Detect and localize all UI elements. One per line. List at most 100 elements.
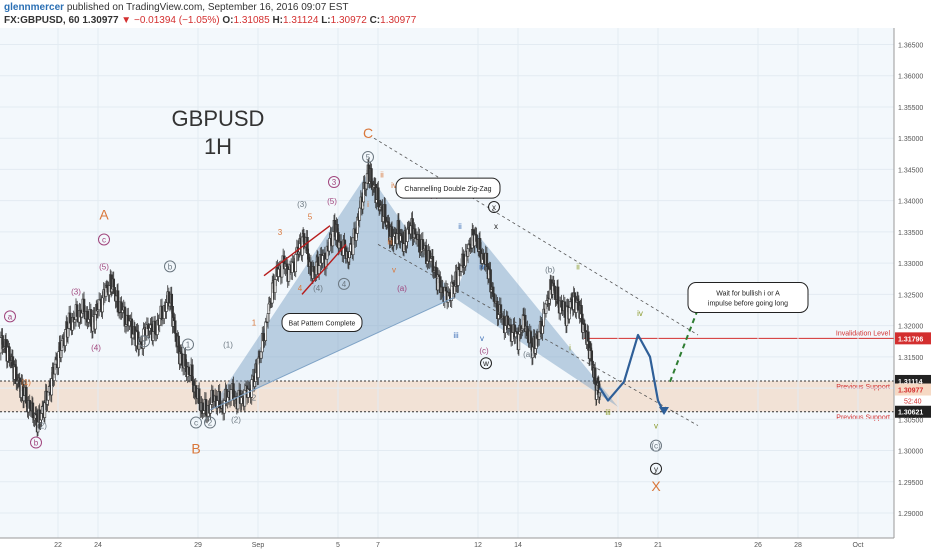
- wave-label: B: [191, 441, 200, 457]
- wave-label: iii: [605, 408, 611, 417]
- candle-body: [504, 325, 507, 334]
- wave-circle: [30, 436, 42, 449]
- wave-label: (b): [545, 266, 555, 275]
- grid-lines: [0, 28, 894, 538]
- candle-body: [243, 390, 247, 407]
- invalidation-label: Invalidation Level: [836, 330, 891, 337]
- low-label: L:: [321, 15, 331, 26]
- candle-body: [294, 254, 298, 273]
- candle-body: [306, 237, 309, 255]
- wave-label: v: [480, 334, 484, 343]
- candle-body: [89, 309, 93, 327]
- candle-body: [441, 286, 444, 293]
- wave-label: iii: [387, 237, 393, 246]
- candle-body: [478, 238, 482, 250]
- bat-midline: [209, 297, 455, 411]
- candle-body: [264, 321, 268, 341]
- candle-body: [541, 325, 544, 334]
- wave-label: 5: [366, 153, 371, 162]
- wave-label: (2): [37, 422, 47, 431]
- price-tick-label: 1.29000: [898, 511, 923, 518]
- wave-label: w: [482, 359, 489, 368]
- wave-label: ii: [576, 262, 580, 271]
- price-tag-text: 1.30621: [898, 410, 923, 417]
- candle-body: [277, 268, 280, 277]
- time-tick-label: 12: [474, 542, 482, 549]
- candle-body: [128, 320, 131, 327]
- wave-label: X: [651, 478, 661, 494]
- wave-circle: [338, 277, 350, 290]
- candle-body: [204, 399, 208, 416]
- time-axis[interactable]: 22 24 29 Sep 5 7 12 14 19 21 26 28 Oct: [0, 537, 932, 550]
- wave-label: i: [443, 294, 445, 303]
- candle-body: [180, 353, 184, 366]
- time-tick-label: 22: [54, 542, 62, 549]
- candle-body: [444, 286, 448, 292]
- high-value: 1.31124: [283, 15, 319, 26]
- price-tick-label: 1.34000: [898, 199, 923, 206]
- bat-triangle-right: [454, 235, 618, 407]
- candle-body: [68, 312, 72, 324]
- price-tag: [895, 383, 931, 396]
- wave-label: i: [569, 344, 571, 353]
- candle-body: [131, 333, 135, 339]
- candle-body: [259, 351, 263, 359]
- time-axis-bg: [0, 538, 932, 550]
- callout-text: Channelling Double Zig-Zag: [404, 186, 491, 193]
- price-tag-text: 1.31114: [898, 379, 923, 386]
- candle-body: [66, 328, 70, 338]
- wave-label: (3): [297, 200, 307, 209]
- candle-body: [97, 299, 101, 311]
- wave-label: v: [392, 266, 396, 275]
- wave-label: 4: [342, 280, 347, 289]
- candle-body: [28, 400, 32, 409]
- wave-label: 2: [252, 394, 257, 403]
- candle-body: [160, 305, 164, 321]
- projection-path: [599, 333, 665, 414]
- chart-header: glennmercer published on TradingView.com…: [0, 0, 932, 28]
- candle-body: [184, 354, 187, 367]
- wave-label: (2): [231, 415, 241, 424]
- price-axis[interactable]: 1.36500 1.36000 1.35500 1.35000 1.34500 1.340…: [893, 28, 932, 538]
- candle-body: [229, 389, 233, 401]
- candle-body: [436, 274, 440, 291]
- candle-body: [158, 318, 162, 326]
- price-tick-label: 1.35000: [898, 136, 923, 143]
- candle-body: [414, 233, 418, 239]
- wave-label: (1): [21, 378, 31, 387]
- price-tag-text: 1.31796: [898, 336, 923, 343]
- wave-circle: [488, 201, 500, 214]
- wave-circle: [362, 151, 374, 164]
- wave-label: 3: [278, 228, 283, 237]
- time-tick-label: 21: [654, 542, 662, 549]
- candles: [0, 157, 602, 438]
- candle-body: [280, 262, 284, 278]
- callout-text: impulse before going long: [708, 300, 788, 307]
- price-axis-bg: [894, 28, 932, 538]
- candle-body: [22, 395, 26, 402]
- symbol-label[interactable]: FX:GBPUSD, 60: [4, 15, 80, 26]
- author-link[interactable]: glennmercer: [4, 2, 65, 13]
- wave-label: (1): [223, 340, 233, 349]
- wedge-line: [263, 225, 331, 277]
- wave-label: iii: [453, 331, 459, 340]
- wave-label: iv: [479, 262, 485, 271]
- price-tick-label: 1.32000: [898, 324, 923, 331]
- time-tick-label: Oct: [853, 542, 864, 549]
- wave-label: ii: [380, 171, 384, 180]
- price-tag-text: 1.30977: [898, 388, 923, 395]
- price-chart[interactable]: Invalidation Level Previous Support Previo…: [0, 28, 932, 550]
- wave-label: (5): [99, 262, 109, 271]
- candle-body: [194, 385, 198, 398]
- price-tick-label: 1.33000: [898, 261, 923, 268]
- wave-label: (a): [397, 284, 407, 293]
- candle-body: [101, 297, 104, 313]
- open-label: O:: [222, 15, 234, 26]
- candle-body: [510, 332, 514, 342]
- projection-arrowhead: [659, 407, 669, 416]
- candle-body: [262, 333, 265, 342]
- chart-title: GBPUSD: [172, 106, 265, 131]
- wave-label: (c): [651, 442, 661, 451]
- candle-body: [116, 290, 120, 313]
